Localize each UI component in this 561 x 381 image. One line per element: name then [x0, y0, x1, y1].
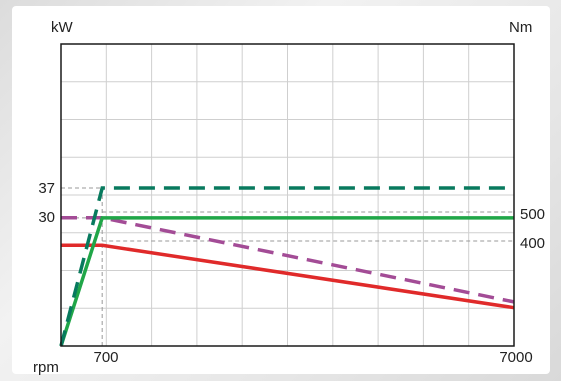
reference-lines: [61, 187, 514, 346]
x-tick-label: 7000: [499, 349, 532, 366]
series-line-torque-dashed: [61, 216, 515, 304]
left-axis-unit: kW: [51, 19, 74, 36]
series-line-power-dashed: [59, 186, 514, 347]
plot-frame: [60, 43, 515, 347]
series-line-torque-solid: [61, 243, 515, 310]
x-axis-unit: rpm: [33, 359, 59, 376]
left-tick-label: 37: [38, 180, 55, 197]
x-tick-label: 700: [93, 349, 118, 366]
right-tick-label: 400: [520, 235, 545, 252]
left-tick-label: 30: [38, 209, 55, 226]
series-lines: [59, 186, 515, 347]
series-line-power-solid: [59, 216, 514, 347]
right-tick-label: 500: [520, 206, 545, 223]
right-axis-unit: Nm: [509, 19, 532, 36]
grid: [61, 44, 514, 346]
